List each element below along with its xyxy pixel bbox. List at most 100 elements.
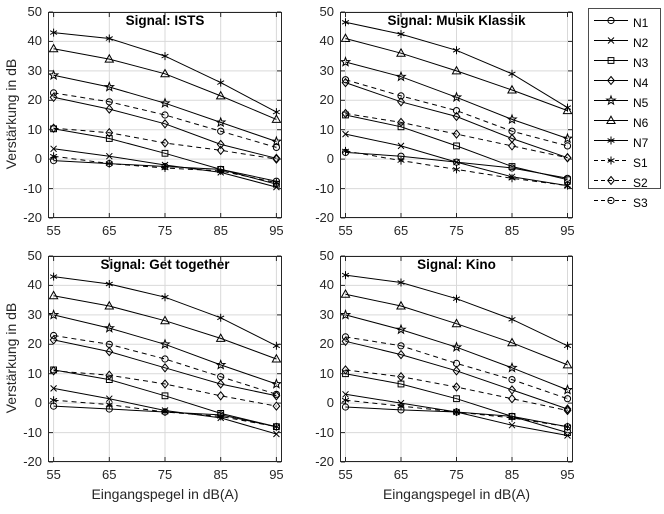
legend-label: N3	[633, 56, 649, 70]
x-tick-label: 75	[449, 467, 464, 482]
plot-canvas	[47, 255, 283, 463]
subplot-musik-klassik: Signal: Musik Klassik 55 65 75 85 95 50 40 30 20…	[315, 4, 574, 238]
plot-area-ists	[47, 11, 283, 219]
legend-sample-star-solid	[593, 93, 629, 113]
axis-box	[48, 255, 282, 463]
x-tick-label: 75	[157, 223, 173, 238]
x-tick-label: 55	[338, 223, 353, 238]
y-tick-label: 40	[319, 33, 334, 49]
subplot-get-together: Signal: Get together 55 65 75 85 95 50 40 30 20 1…	[23, 248, 283, 482]
y-tick-label: 10	[27, 121, 42, 137]
legend-item-S3: S3	[593, 193, 660, 213]
legend-item-N6: N6	[593, 113, 660, 133]
legend-item-S1: S1	[593, 153, 660, 173]
x-tick-label: 95	[560, 223, 575, 238]
legend-box: N1 N2 N3 N4 N5 N6 N7 S1 S2 S3	[588, 8, 661, 209]
legend-label: S3	[633, 196, 648, 210]
y-tick-label: 10	[319, 121, 334, 137]
series-N6	[48, 290, 282, 363]
x-tick-label: 55	[46, 223, 61, 238]
y-axis-label-top: Verstärkung in dB	[3, 58, 19, 170]
legend-label: N4	[633, 76, 649, 90]
y-tick-label: 30	[319, 306, 334, 322]
legend-sample-circle-dashed	[593, 193, 629, 213]
series-S2	[49, 123, 281, 164]
series-S3	[50, 331, 280, 398]
x-tick-label: 65	[102, 223, 117, 238]
y-tick-label: 30	[27, 306, 42, 322]
y-tick-label: 20	[319, 336, 334, 352]
x-tick-label: 65	[393, 467, 409, 482]
series-S2	[341, 365, 572, 416]
x-axis-label-left: Eingangspegel in dB(A)	[91, 486, 239, 502]
y-tick-label: 0	[326, 395, 334, 411]
y-tick-label: 20	[27, 336, 42, 352]
y-tick-label: 50	[27, 248, 42, 263]
x-tick-label: 75	[157, 467, 173, 482]
series-S1	[49, 396, 281, 431]
series-N4	[49, 335, 281, 401]
series-N6	[48, 43, 282, 123]
y-tick-label: 20	[27, 92, 42, 108]
axis-box	[48, 11, 282, 219]
legend-sample-circle-solid	[593, 13, 629, 33]
series-N5	[339, 56, 574, 144]
plot-area-kino	[339, 255, 574, 463]
legend-sample-asterisk-dashed	[593, 153, 629, 173]
y-tick-label: -20	[23, 454, 42, 469]
series-S1	[341, 396, 572, 431]
legend-label: S2	[633, 176, 648, 190]
x-tick-label: 85	[504, 223, 520, 238]
y-tick-label: 40	[27, 33, 42, 49]
legend-item-N1: N1	[593, 13, 660, 33]
y-tick-label: -20	[23, 210, 42, 225]
plot-canvas	[339, 255, 574, 463]
x-tick-label: 95	[560, 467, 575, 482]
legend-label: N2	[633, 36, 649, 50]
x-tick-label: 65	[102, 467, 117, 482]
y-tick-label: 10	[27, 365, 42, 381]
y-tick-label: 50	[27, 4, 42, 19]
series-S2	[49, 366, 281, 411]
legend-label: N1	[633, 16, 649, 30]
x-tick-label: 95	[269, 467, 284, 482]
x-tick-label: 65	[393, 223, 409, 238]
legend-item-N5: N5	[593, 93, 660, 113]
y-tick-label: 0	[326, 151, 334, 167]
legend-item-N4: N4	[593, 73, 660, 93]
legend-sample-square-solid	[593, 53, 629, 73]
series-N5	[47, 308, 283, 389]
legend-label: S1	[633, 156, 648, 170]
y-tick-label: 30	[27, 62, 42, 78]
series-S3	[50, 89, 280, 151]
y-tick-label: 50	[319, 4, 334, 19]
y-tick-label: 30	[319, 62, 334, 78]
y-tick-label: -10	[315, 180, 334, 196]
y-tick-label: -20	[315, 210, 334, 225]
legend-label: N6	[633, 116, 649, 130]
series-N6	[340, 33, 573, 115]
series-N7	[49, 28, 281, 117]
subplot-kino: Signal: Kino 55 65 75 85 95 50 40 30 20 10 0 -10 -20	[315, 248, 574, 482]
series-S3	[341, 76, 572, 150]
series-S1	[341, 146, 572, 190]
series-S2	[341, 108, 572, 163]
x-tick-label: 85	[504, 467, 520, 482]
legend-sample-asterisk-solid	[593, 133, 629, 153]
y-tick-label: -10	[315, 424, 334, 440]
x-tick-label: 55	[46, 467, 61, 482]
y-axis-label-bottom: Verstärkung in dB	[3, 302, 19, 414]
y-tick-label: 40	[27, 277, 42, 293]
plot-canvas	[339, 11, 574, 219]
subplot-ists: Signal: ISTS 55 65 75 85 95 50 40 30 20 10 0 -10 -20	[23, 4, 283, 238]
x-tick-label: 75	[449, 223, 464, 238]
plot-area-get-together	[47, 255, 283, 463]
series-S1	[49, 152, 281, 187]
y-tick-label: 0	[34, 395, 42, 411]
y-tick-label: -10	[23, 424, 42, 440]
y-tick-label: 40	[319, 277, 334, 293]
legend-label: N5	[633, 96, 649, 110]
x-tick-label: 85	[213, 467, 228, 482]
series-N2	[342, 130, 571, 189]
